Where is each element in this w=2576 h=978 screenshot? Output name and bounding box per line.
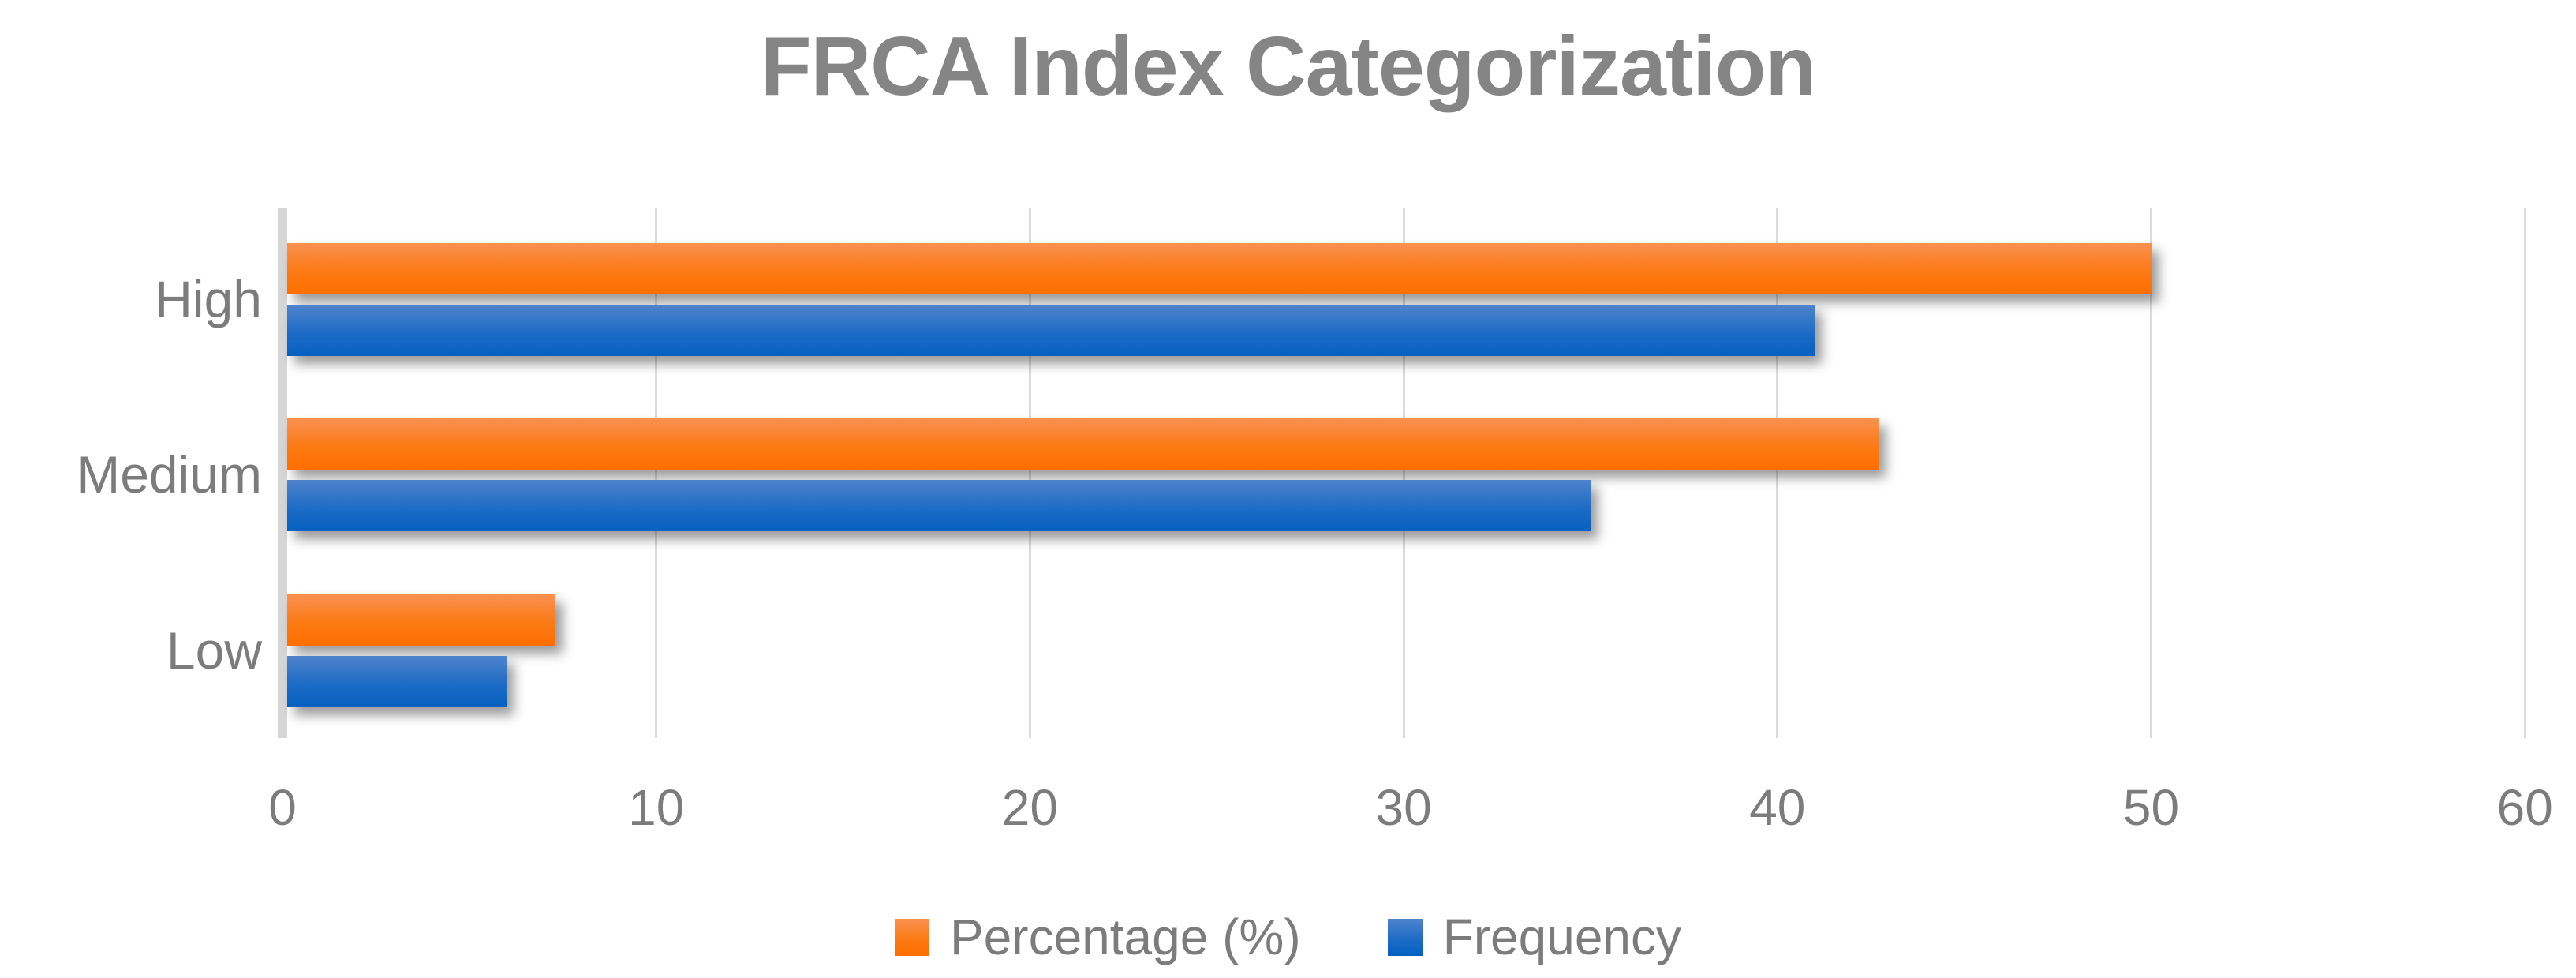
gridline-30 <box>1402 208 1405 738</box>
tick-label-20: 20 <box>1001 779 1058 836</box>
gridline-20 <box>1028 208 1031 738</box>
bar-high-percentage <box>287 243 2152 294</box>
tick-label-40: 40 <box>1749 779 1806 836</box>
gridline-50 <box>2150 208 2152 738</box>
gridline-10 <box>655 208 658 738</box>
tick-label-30: 30 <box>1375 779 1432 836</box>
bar-low-frequency <box>287 655 507 707</box>
chart-title: FRCA Index Categorization <box>760 20 1816 113</box>
tick-label-50: 50 <box>2122 779 2180 836</box>
bar-medium-frequency <box>287 480 1591 532</box>
legend-label-percentage: Percentage (%) <box>949 909 1301 965</box>
bar-high-frequency <box>287 305 1815 356</box>
legend-label-frequency: Frequency <box>1442 909 1682 965</box>
gridline-60 <box>2523 208 2526 738</box>
legend: Percentage (%) Frequency <box>0 908 2576 967</box>
legend-item-frequency: Frequency <box>1387 908 1682 967</box>
gridline-40 <box>1776 208 1779 738</box>
category-label-medium: Medium <box>77 445 262 504</box>
legend-swatch-percentage-icon <box>894 919 929 956</box>
category-label-high: High <box>155 270 262 329</box>
tick-label-0: 0 <box>268 779 297 836</box>
value-axis-line <box>278 208 287 738</box>
bar-medium-percentage <box>287 418 1879 470</box>
bar-low-percentage <box>287 594 555 646</box>
tick-label-60: 60 <box>2496 779 2553 836</box>
category-label-low: Low <box>166 620 262 680</box>
tick-label-10: 10 <box>628 779 685 836</box>
legend-item-percentage: Percentage (%) <box>894 908 1301 967</box>
legend-swatch-frequency-icon <box>1387 919 1423 956</box>
